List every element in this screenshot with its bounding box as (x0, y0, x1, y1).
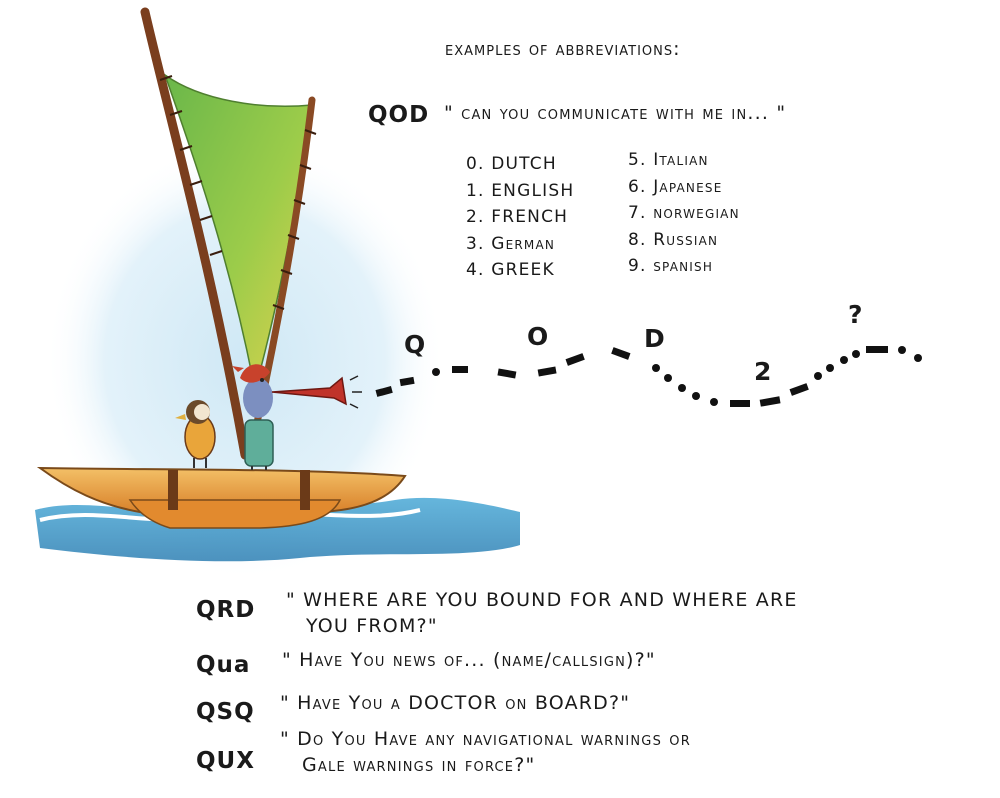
signal-letter: O (527, 322, 549, 351)
language-list-left: 0. DUTCH 1. ENGLISH 2. FRENCH 3. German … (466, 151, 574, 284)
code-label: QSQ (196, 699, 255, 725)
language-item: 6. Japanese (628, 176, 723, 197)
code-phrase-line: " Have You news of... (name/callsign)?" (282, 649, 656, 671)
qod-code: QOD (368, 102, 430, 128)
language-item: 2. FRENCH (466, 207, 569, 227)
language-item: 1. ENGLISH (466, 180, 575, 201)
signal-letter: D (644, 324, 665, 353)
lashings (159, 75, 317, 310)
sound-lines (349, 375, 362, 409)
code-label: QUX (196, 748, 255, 774)
language-item: 5. Italian (628, 150, 709, 170)
language-item: 4. GREEK (466, 260, 555, 280)
signal-letter: Q (404, 330, 426, 359)
code-phrase: " Do You Have any navigational warnings … (280, 726, 691, 778)
code-phrase-line: Gale warnings in force?" (302, 754, 536, 776)
language-item: 7. norwegian (628, 203, 740, 223)
code-phrase-line: " Do You Have any navigational warnings … (280, 728, 691, 750)
code-phrase: " Have You a DOCTOR on BOARD?" (280, 690, 630, 716)
hull-brace-right (300, 470, 310, 510)
language-list-right: 5. Italian 6. Japanese 7. norwegian 8. R… (628, 147, 740, 280)
language-item: 8. Russian (628, 229, 719, 250)
main-mast (140, 7, 250, 460)
signal-trail (375, 346, 922, 407)
language-item: 9. spanish (628, 256, 714, 276)
qod-phrase: " can you communicate with me in... " (444, 102, 787, 124)
horn-icon (271, 376, 347, 406)
abbreviations-heading: examples of abbreviations: (445, 38, 681, 60)
language-item: 0. DUTCH (466, 154, 557, 174)
code-label: Qua (196, 652, 251, 678)
language-item: 3. German (466, 233, 556, 254)
bird-character (232, 364, 274, 470)
code-phrase: " WHERE ARE YOU BOUND FOR AND WHERE ARE … (286, 587, 798, 639)
code-phrase: " Have You news of... (name/callsign)?" (282, 647, 656, 673)
signal-letter: 2 (754, 357, 772, 386)
code-phrase-line: " Have You a DOCTOR on BOARD?" (280, 692, 631, 714)
penguin-character (175, 400, 216, 468)
code-phrase-line: YOU FROM?" (306, 615, 438, 637)
signal-letter: ? (848, 300, 863, 329)
sail (163, 73, 313, 391)
canoe-outrigger (128, 499, 342, 529)
code-phrase-line: " WHERE ARE YOU BOUND FOR AND WHERE ARE (286, 589, 798, 611)
code-label: QRD (196, 597, 256, 623)
hull-brace-left (168, 470, 178, 510)
